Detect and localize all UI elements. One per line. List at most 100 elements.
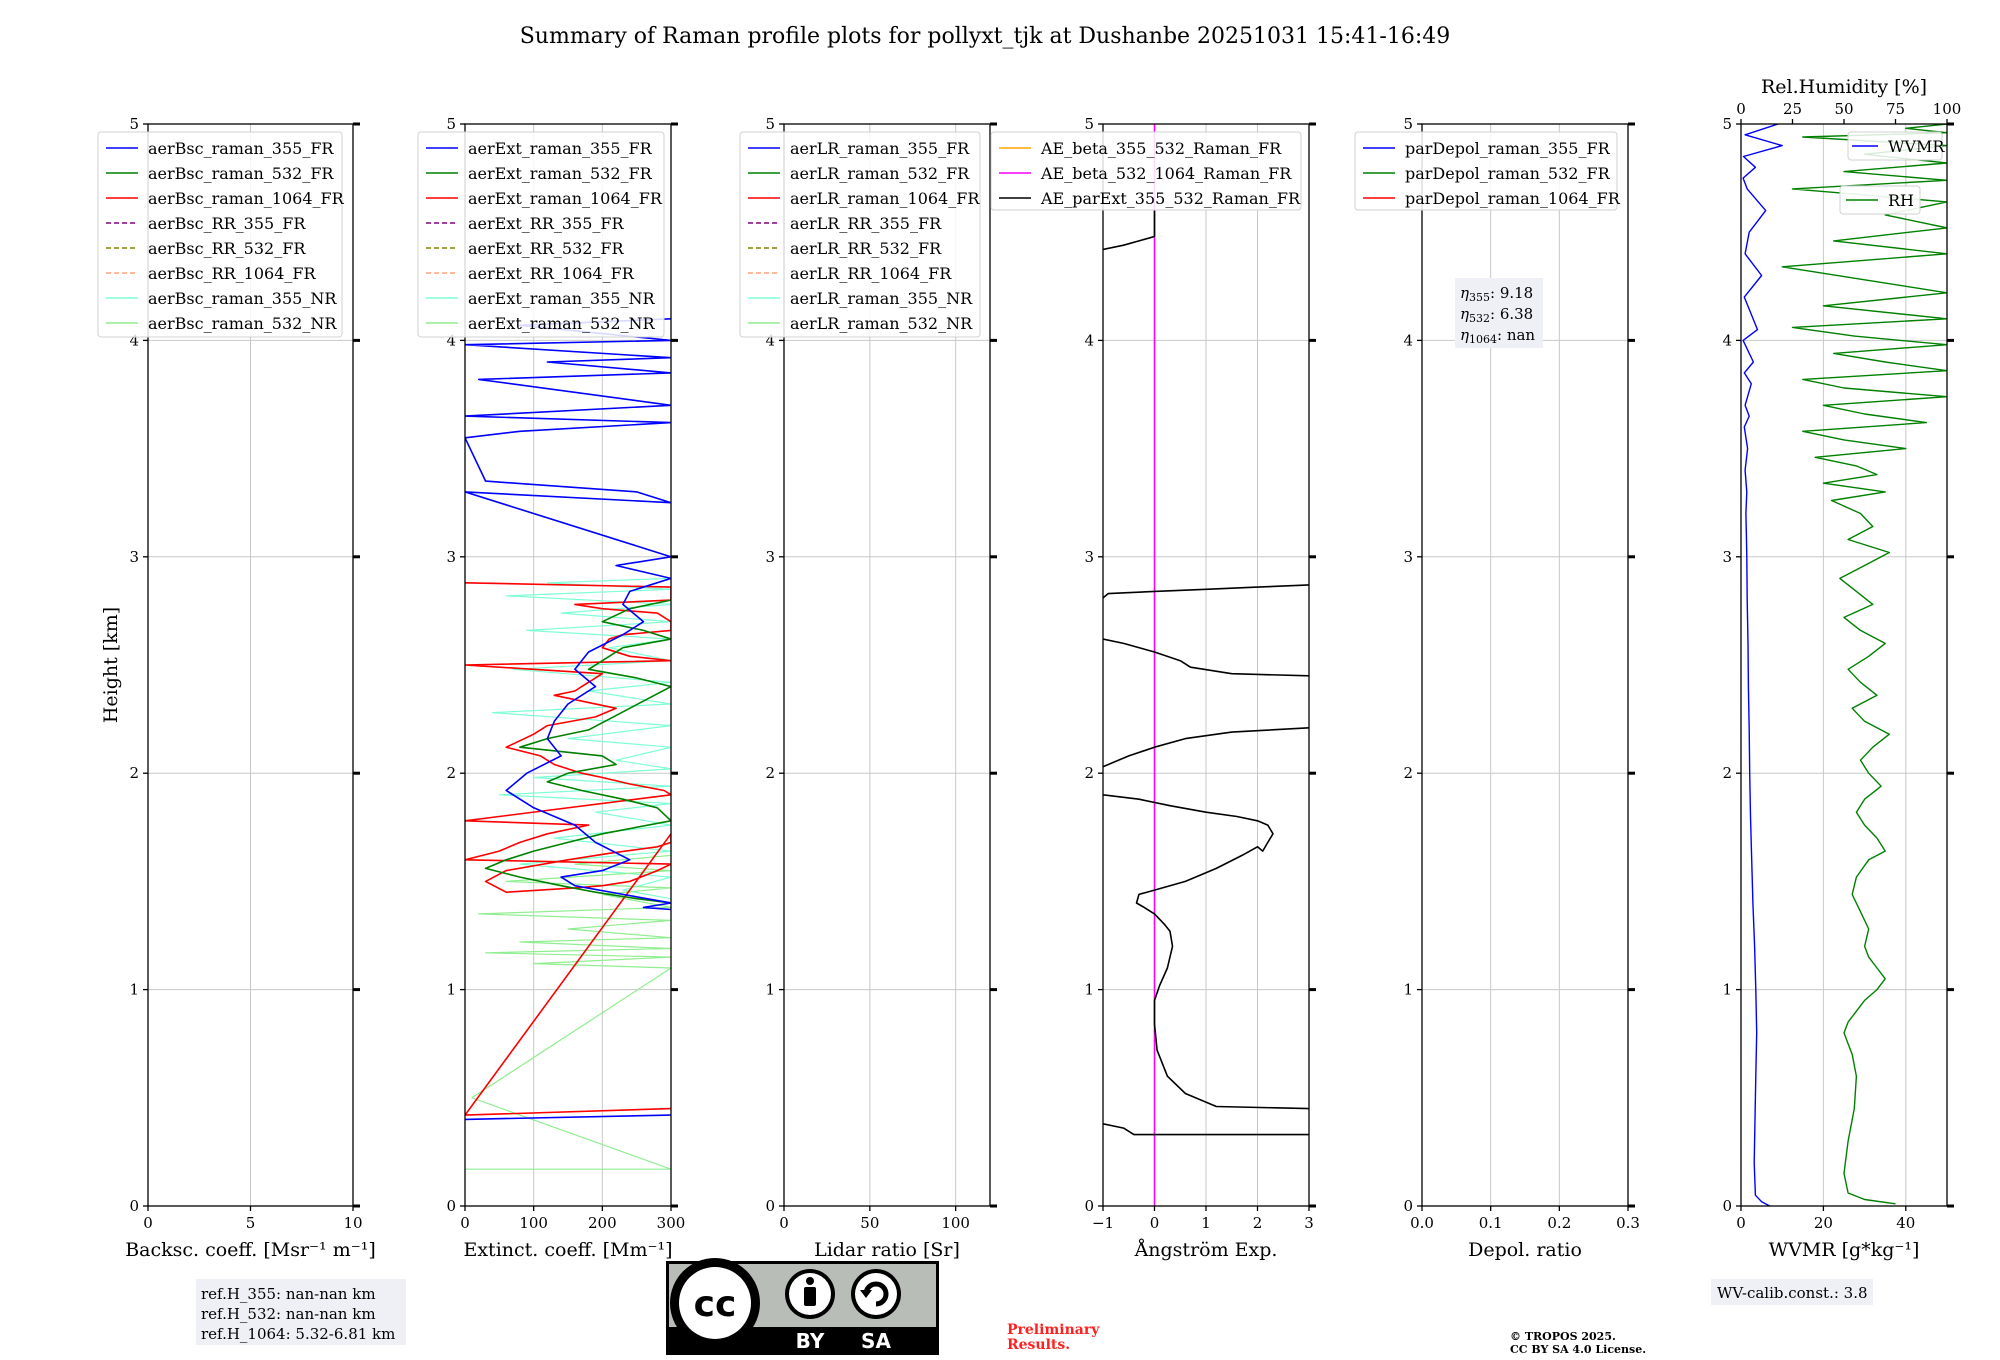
bsc-xtick-label: 10 [343, 1214, 362, 1232]
wv-top-xtick-label: 25 [1783, 100, 1802, 118]
ext-xtick-label: 100 [519, 1214, 548, 1232]
ae-series-AE_parExt_355_532_Raman_FR_c [1103, 727, 1309, 768]
ext-ytick-label: 1 [446, 981, 456, 999]
depol-eta-1064: η1064: nan [1460, 326, 1535, 346]
ae-ytick-label: 2 [1084, 764, 1094, 782]
lr-xtick-label: 50 [860, 1214, 879, 1232]
lr-legend-label: aerLR_raman_355_NR [790, 289, 973, 308]
bsc-ytick-label: 2 [129, 764, 139, 782]
lr-legend-box [739, 131, 981, 338]
bsc-ytick-label: 5 [129, 115, 139, 133]
depol-xlabel: Depol. ratio [1468, 1239, 1582, 1261]
wv-series-WVMR [1742, 124, 1783, 1206]
wv-series-RH [1781, 124, 1947, 1205]
bsc-legend-label: aerBsc_raman_532_FR [148, 164, 334, 183]
ae-ytick-label: 3 [1084, 548, 1094, 566]
depol-xtick-label: 0.1 [1479, 1214, 1503, 1232]
wv-ytick-label: 0 [1722, 1197, 1732, 1215]
bsc-legend-label: aerBsc_RR_1064_FR [148, 264, 317, 283]
by-icon-body [804, 1287, 816, 1306]
wv-ytick-label: 4 [1722, 331, 1732, 349]
depol-xtick-label: 0.0 [1410, 1214, 1434, 1232]
ext-legend-label: aerExt_RR_1064_FR [468, 264, 635, 283]
ae-xtick-label: 3 [1304, 1214, 1314, 1232]
ref-height-1064: ref.H_1064: 5.32-6.81 km [201, 1325, 395, 1343]
ref-height-355: ref.H_355: nan-nan km [201, 1285, 376, 1303]
ext-xtick-label: 0 [460, 1214, 470, 1232]
ref-heights-background [196, 1279, 406, 1345]
ae-ytick-label: 5 [1084, 115, 1094, 133]
copyright-line-2: CC BY SA 4.0 License. [1510, 1343, 1646, 1356]
ext-ytick-label: 5 [446, 115, 456, 133]
wv-top-xtick-label: 75 [1886, 100, 1905, 118]
wv-legend-label-wvmr: WVMR [1888, 137, 1945, 156]
ext-legend-label: aerExt_raman_1064_FR [468, 189, 663, 208]
copyright-line-1: © TROPOS 2025. [1510, 1330, 1616, 1343]
ae-legend-label: AE_parExt_355_532_Raman_FR [1040, 189, 1301, 208]
ext-series-aerExt_raman_355_FR_low [465, 1114, 671, 1121]
sa-icon-inner [855, 1273, 897, 1315]
bsc-ylabel: Height [km] [100, 607, 122, 723]
wv-ytick-label: 2 [1722, 764, 1732, 782]
depol-eta-symbol: η [1460, 305, 1469, 323]
lr-frame [783, 123, 991, 1207]
ext-legend-label: aerExt_raman_532_NR [468, 314, 656, 333]
wv-xtick-label: 40 [1896, 1214, 1915, 1232]
depol-ytick-label: 5 [1403, 115, 1413, 133]
ext-series-group [465, 318, 671, 1170]
bsc-ytick-label: 1 [129, 981, 139, 999]
depol-eta-box [1455, 278, 1543, 348]
depol-eta-subscript: 355 [1469, 291, 1490, 304]
wv-xtick-label: 0 [1736, 1214, 1746, 1232]
bsc-legend-box [97, 131, 343, 338]
lr-ytick-label: 2 [765, 764, 775, 782]
bsc-legend-label: aerBsc_raman_355_NR [148, 289, 337, 308]
depol-eta-symbol: η [1460, 284, 1469, 302]
wv-calib-text: WV-calib.const.: 3.8 [1717, 1284, 1868, 1302]
ae-series-AE_parExt_355_532_Raman_FR [1103, 1123, 1309, 1136]
ext-ytick-label: 2 [446, 764, 456, 782]
bsc-legend-label: aerBsc_raman_1064_FR [148, 189, 345, 208]
sa-label: SA [861, 1329, 891, 1353]
depol-legend-label: parDepol_raman_355_FR [1405, 139, 1611, 158]
wv-top-xlabel: Rel.Humidity [%] [1761, 76, 1927, 98]
ae-xlabel: Ångström Exp. [1134, 1239, 1278, 1261]
bsc-ytick-label: 3 [129, 548, 139, 566]
ext-series-aerExt_raman_1064_FR [465, 582, 671, 1116]
panel-backscatter: 0 1 2 3 4 5 0 5 10 Backsc. coeff. [Msr⁻¹ m⁻¹] Heig… [97, 115, 376, 1261]
lr-legend-label: aerLR_RR_1064_FR [790, 264, 952, 283]
ext-ytick-label: 4 [446, 331, 456, 349]
depol-eta-symbol: η [1460, 326, 1469, 344]
depol-ytick-label: 0 [1403, 1197, 1413, 1215]
depol-xtick-label: 0.2 [1547, 1214, 1571, 1232]
cc-circle-inner [679, 1267, 751, 1339]
bsc-legend-label: aerBsc_raman_355_FR [148, 139, 334, 158]
preliminary-line-2: Results. [1007, 1337, 1070, 1353]
ext-legend-label: aerExt_raman_355_FR [468, 139, 653, 158]
wv-calib-box [1711, 1279, 1873, 1305]
cc-license-badge: cc BY SA [666, 1258, 939, 1355]
panel-depol: 0 1 2 3 4 5 0.0 0.1 0.2 0.3 Depol. ratio parDepol_r… [1354, 115, 1640, 1261]
ae-ytick-label: 0 [1084, 1197, 1094, 1215]
bsc-xtick-label: 0 [143, 1214, 153, 1232]
lr-legend-label: aerLR_raman_532_FR [790, 164, 970, 183]
lr-legend-label: aerLR_RR_532_FR [790, 239, 942, 258]
by-icon-head [806, 1277, 814, 1285]
lr-ytick-label: 0 [765, 1197, 775, 1215]
depol-xtick-label: 0.3 [1616, 1214, 1640, 1232]
ext-series-aerExt_raman_532_NR [465, 854, 671, 1170]
ae-series-AE_parExt_355_532_Raman_FR_b [1103, 794, 1309, 1110]
wv-legend-label-rh: RH [1888, 191, 1914, 210]
ae-xtick-label: 1 [1201, 1214, 1211, 1232]
depol-eta-value: : 9.18 [1490, 284, 1533, 302]
lr-legend-label: aerLR_raman_532_NR [790, 314, 973, 333]
ae-ytick-label: 1 [1084, 981, 1094, 999]
bsc-legend-label: aerBsc_raman_532_NR [148, 314, 337, 333]
depol-ytick-label: 4 [1403, 331, 1413, 349]
ae-series-group [1103, 124, 1309, 1206]
bsc-xlabel: Backsc. coeff. [Msr⁻¹ m⁻¹] [125, 1239, 376, 1261]
depol-legend-label: parDepol_raman_1064_FR [1405, 189, 1621, 208]
